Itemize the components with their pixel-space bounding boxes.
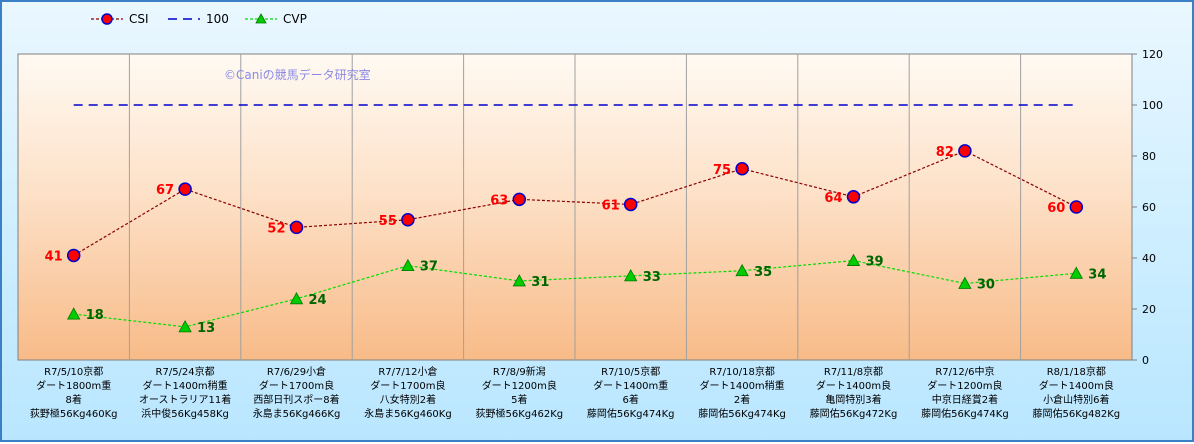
csi-data-label: 41: [45, 249, 63, 264]
cvp-point: [624, 269, 638, 282]
series-cvp-line: [73, 259, 1077, 328]
csi-point: [958, 144, 972, 158]
y-tick-label: 0: [1142, 354, 1149, 367]
cvp-data-label: 31: [531, 275, 549, 290]
csi-data-label: 61: [602, 198, 620, 213]
cvp-data-label: 13: [197, 321, 215, 336]
x-tick-label: R7/5/24京都ダート1400m稍重オーストラリア11着浜中俊56Kg458K…: [139, 365, 231, 420]
y-tick-label: 100: [1142, 99, 1163, 112]
series-layer: 18 13 24 37 31 33 35 39 30 34 41 67 52 55 63 61 75 64 82 60: [45, 104, 1106, 336]
cvp-data-label: 35: [754, 265, 772, 280]
csi-point: [623, 197, 638, 212]
x-tick-label: R7/11/8京都ダート1400m良亀岡特別3着藤岡佑56Kg472Kg: [810, 365, 898, 420]
cvp-point: [846, 253, 861, 266]
csi-point: [1069, 200, 1084, 214]
cvp-data-label: 24: [309, 293, 327, 308]
legend-cvp-marker: [255, 13, 267, 24]
x-tick-label: R7/10/18京都ダート1400m稍重 2着藤岡佑56Kg474Kg: [698, 365, 786, 420]
watermark: ©Caniの競馬データ研究室: [224, 67, 371, 82]
csi-point: [846, 190, 861, 204]
y-tick-label: 20: [1142, 303, 1156, 316]
csi-point: [401, 213, 415, 227]
y-tick-label: 60: [1142, 201, 1156, 214]
x-tick-label: R7/6/29小倉ダート1700m良西部日刊スポー8着永島ま56Kg466Kg: [253, 365, 341, 420]
legend-cvp-label: CVP: [283, 12, 307, 26]
cvp-data-label: 33: [643, 270, 661, 285]
csi-data-label: 63: [490, 193, 508, 208]
y-axis: 0 20 40 60 80 100 120: [1131, 48, 1163, 367]
cvp-point: [512, 274, 526, 287]
x-tick-label: R8/1/18京都ダート1400m良小倉山特別6着藤岡佑56Kg482Kg: [1032, 365, 1120, 420]
csi-data-label: 52: [267, 221, 285, 236]
x-tick-label: R7/8/9新潟ダート1200m良 5着荻野極56Kg462Kg: [475, 365, 563, 420]
cvp-data-label: 34: [1088, 267, 1106, 282]
csi-point: [512, 192, 527, 207]
csi-data-label: 55: [379, 214, 397, 229]
y-tick-label: 40: [1142, 252, 1156, 265]
legend-csi-label: CSI: [129, 12, 149, 26]
legend-100-label: 100: [206, 12, 229, 26]
cvp-data-label: 18: [86, 308, 104, 323]
x-tick-label: R7/10/5京都ダート1400m重 6着藤岡佑56Kg474Kg: [587, 365, 675, 420]
y-tick-label: 120: [1142, 48, 1163, 61]
cvp-data-label: 30: [977, 278, 995, 293]
csi-data-label: 82: [936, 145, 954, 160]
series-csi-line: [73, 150, 1077, 256]
y-tick-label: 80: [1142, 150, 1156, 163]
x-tick-label: R7/12/6中京ダート1200m良中京日経賞2着藤岡佑56Kg474Kg: [921, 365, 1009, 420]
legend: CSI 100 CVP: [91, 12, 307, 26]
csi-point: [178, 182, 192, 196]
cvp-point: [401, 258, 415, 272]
csi-point: [289, 220, 304, 235]
csi-data-label: 75: [713, 163, 731, 178]
cvp-point: [735, 263, 749, 277]
x-tick-label: R7/7/12小倉ダート1700m良八女特別2着永島ま56Kg460Kg: [364, 365, 452, 420]
csi-data-label: 64: [824, 191, 842, 206]
cvp-point: [178, 320, 192, 333]
legend-csi-marker: [101, 13, 113, 25]
cvp-point: [289, 291, 304, 305]
x-axis: R7/5/10京都ダート1800m重 8着荻野極56Kg460Kg R7/5/24京…: [30, 365, 1120, 420]
csi-data-label: 60: [1047, 201, 1065, 216]
csi-data-label: 67: [156, 183, 174, 198]
cvp-point: [67, 307, 81, 320]
csi-point: [735, 162, 749, 176]
x-tick-label: R7/5/10京都ダート1800m重 8着荻野極56Kg460Kg: [30, 365, 118, 420]
cvp-data-label: 37: [420, 260, 438, 275]
cvp-point: [958, 276, 972, 289]
csi-point: [66, 248, 81, 263]
cvp-point: [1069, 266, 1083, 279]
cvp-data-label: 39: [866, 255, 884, 270]
